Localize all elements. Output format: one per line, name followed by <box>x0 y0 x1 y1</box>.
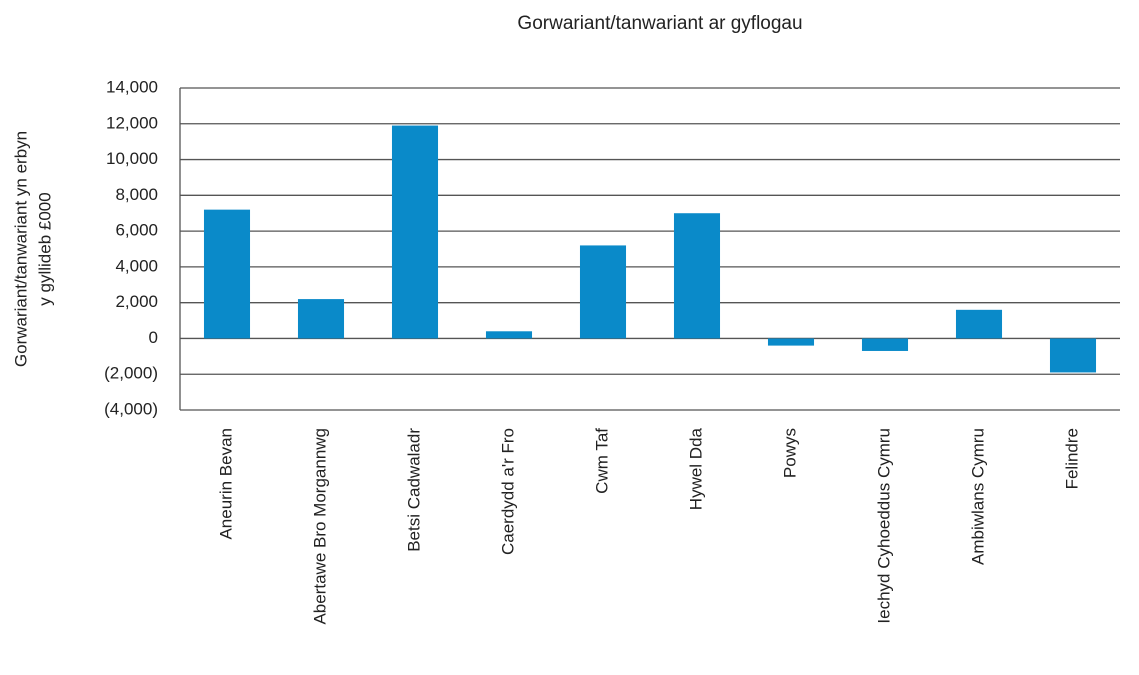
chart-title: Gorwariant/tanwariant ar gyflogau <box>517 13 802 34</box>
y-tick-label: 6,000 <box>115 221 158 240</box>
x-tick-label: Cwm Taf <box>592 428 611 494</box>
x-tick-label: Ambiwlans Cymru <box>968 428 987 565</box>
bar <box>767 338 815 346</box>
y-tick-label: (4,000) <box>104 399 158 418</box>
bar <box>485 331 533 339</box>
bar <box>861 338 909 351</box>
y-axis-label: y gyllideb £000 <box>35 192 54 305</box>
y-tick-label: 8,000 <box>115 185 158 204</box>
y-axis-label: Gorwariant/tanwariant yn erbyn <box>11 131 30 367</box>
x-tick-label: Powys <box>780 428 799 478</box>
bar <box>203 209 251 339</box>
bar <box>297 299 345 339</box>
y-tick-label: 12,000 <box>106 113 158 132</box>
y-tick-label: 2,000 <box>115 292 158 311</box>
x-tick-label: Aneurin Bevan <box>216 428 235 540</box>
y-tick-label: 14,000 <box>106 77 158 96</box>
bar <box>955 309 1003 339</box>
y-tick-label: 10,000 <box>106 149 158 168</box>
x-tick-label: Caerdydd a'r Fro <box>498 428 517 555</box>
bar <box>579 245 627 339</box>
bar <box>391 125 439 339</box>
bar <box>1049 338 1097 373</box>
bar <box>673 213 721 339</box>
x-tick-label: Iechyd Cyhoeddus Cymru <box>874 428 893 624</box>
x-tick-label: Hywel Dda <box>686 427 705 510</box>
x-tick-label: Abertawe Bro Morgannwg <box>310 428 329 625</box>
x-tick-label: Betsi Cadwaladr <box>404 428 423 552</box>
y-tick-label: 0 <box>149 328 158 347</box>
y-tick-label: 4,000 <box>115 256 158 275</box>
y-tick-label: (2,000) <box>104 364 158 383</box>
x-tick-label: Felindre <box>1062 428 1081 489</box>
